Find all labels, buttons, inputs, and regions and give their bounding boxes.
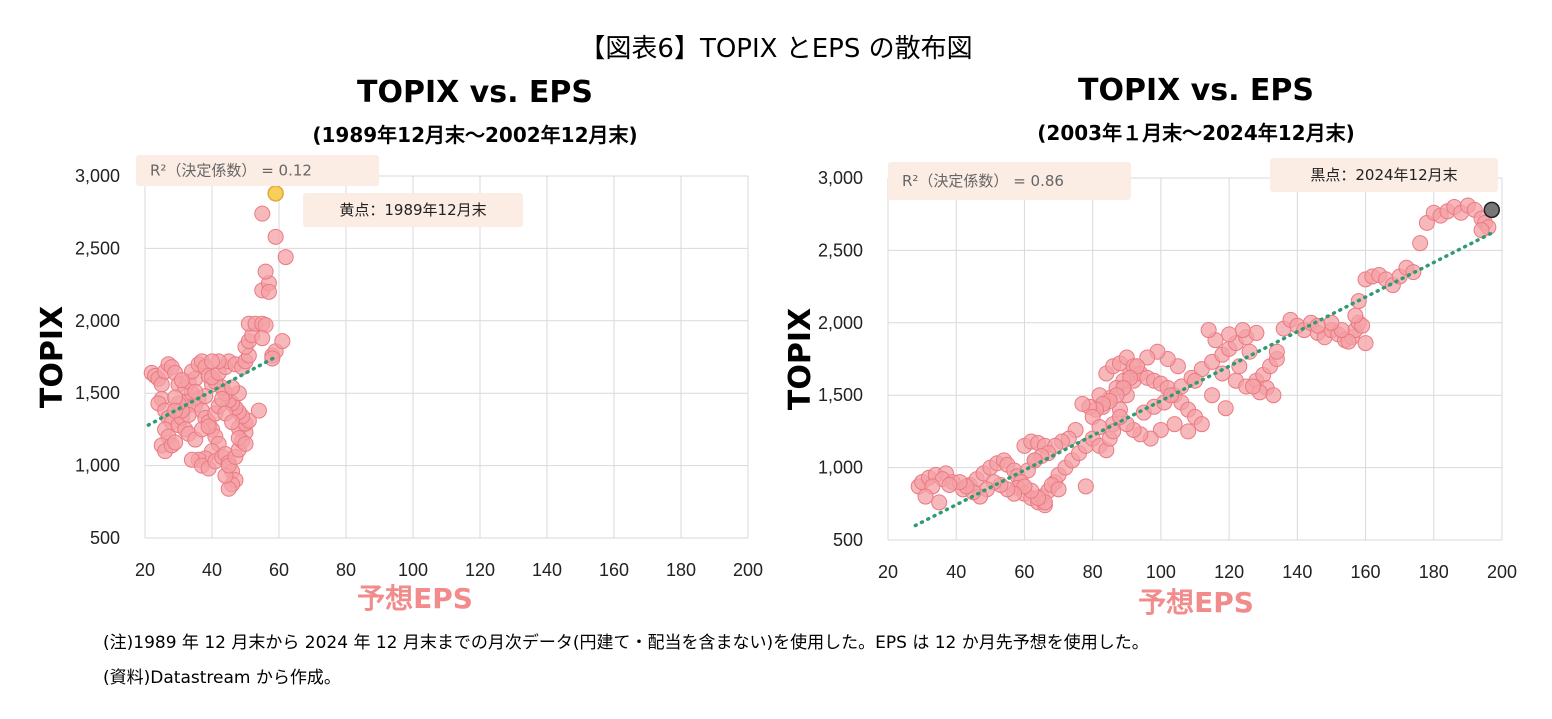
y-tick-label: 3,000 — [818, 168, 863, 188]
data-point — [1217, 400, 1234, 417]
chart-title: TOPIX vs. EPS — [1078, 73, 1314, 108]
highlight-label: 黒点：2024年12月末 — [1310, 166, 1457, 184]
data-point — [254, 205, 271, 222]
y-tick-label: 2,000 — [818, 313, 863, 333]
data-point — [1193, 416, 1210, 433]
data-point — [260, 283, 277, 300]
data-point — [1074, 395, 1091, 412]
y-tick-label: 2,500 — [818, 240, 863, 260]
footnote-source: (資料)Datastream から作成。 — [103, 668, 341, 688]
data-point — [1234, 322, 1251, 339]
chart-subtitle: (1989年12月末～2002年12月末) — [312, 123, 637, 147]
x-tick-label: 60 — [1014, 562, 1034, 582]
highlight-callout-box — [1270, 158, 1498, 192]
data-point — [257, 263, 274, 280]
x-tick-label: 120 — [1214, 562, 1244, 582]
data-point — [1180, 423, 1197, 440]
chart-title: TOPIX vs. EPS — [357, 75, 593, 110]
data-point — [1111, 408, 1128, 425]
highlight-callout-box — [303, 193, 523, 227]
x-tick-label: 180 — [1419, 562, 1449, 582]
y-tick-label: 500 — [90, 528, 120, 548]
data-point — [1091, 419, 1108, 436]
data-point — [1412, 235, 1429, 252]
x-tick-label: 80 — [336, 560, 356, 580]
y-tick-label: 1,500 — [75, 383, 120, 403]
x-tick-label: 40 — [202, 560, 222, 580]
data-point — [1357, 335, 1374, 352]
chart-subtitle: (2003年１月末～2024年12月末) — [1037, 121, 1354, 145]
data-point — [1244, 378, 1261, 395]
x-tick-label: 100 — [398, 560, 428, 580]
data-point — [1347, 307, 1364, 324]
x-tick-label: 40 — [946, 562, 966, 582]
footnote-note: (注)1989 年 12 月末から 2024 年 12 月末までの月次データ(円… — [103, 633, 1149, 653]
x-tick-label: 20 — [878, 562, 898, 582]
trendline — [913, 231, 1494, 528]
r2-callout-box — [136, 155, 379, 186]
r2-label: R²（決定係数） = 0.12 — [150, 162, 312, 180]
x-tick-label: 120 — [465, 560, 495, 580]
y-tick-label: 2,000 — [75, 311, 120, 331]
highlight-label: 黄点：1989年12月末 — [339, 201, 486, 219]
data-point — [1166, 416, 1183, 433]
data-point — [1221, 326, 1238, 343]
x-tick-label: 200 — [1487, 562, 1517, 582]
data-point — [277, 249, 294, 266]
x-axis-label: 予想EPS — [1138, 586, 1254, 619]
data-point — [1077, 478, 1094, 495]
r2-callout-box — [888, 162, 1131, 200]
data-point — [224, 414, 241, 431]
x-tick-label: 180 — [666, 560, 696, 580]
data-point — [1139, 349, 1156, 366]
r2-label: R²（決定係数） = 0.86 — [902, 172, 1064, 190]
scatter-chart-left: TOPIX vs. EPS (1989年12月末～2002年12月末) 20 40 60… — [35, 75, 763, 615]
x-tick-label: 60 — [269, 560, 289, 580]
x-tick-label: 80 — [1083, 562, 1103, 582]
trendline — [146, 355, 278, 427]
y-tick-label: 500 — [833, 530, 863, 550]
y-tick-label: 1,000 — [75, 456, 120, 476]
scatter-chart-right: TOPIX vs. EPS (2003年１月末～2024年12月末) 20 40 60 8… — [783, 73, 1517, 619]
data-point — [931, 494, 948, 511]
data-point — [250, 402, 267, 419]
x-tick-label: 160 — [1351, 562, 1381, 582]
data-point — [1204, 387, 1221, 404]
data-point — [200, 418, 217, 435]
data-point — [187, 383, 204, 400]
x-axis-label: 予想EPS — [357, 582, 473, 615]
data-point — [1050, 481, 1067, 498]
data-point — [1473, 222, 1490, 239]
data-point — [1265, 387, 1282, 404]
y-tick-label: 3,000 — [75, 166, 120, 186]
data-point — [274, 333, 291, 350]
data-point — [1241, 343, 1258, 360]
x-tick-label: 160 — [599, 560, 629, 580]
figure-title: 【図表6】TOPIX とEPS の散布図 — [579, 34, 973, 64]
x-tick-label: 100 — [1146, 562, 1176, 582]
y-axis-label: TOPIX — [35, 306, 70, 408]
y-tick-label: 1,500 — [818, 385, 863, 405]
y-tick-label: 1,000 — [818, 458, 863, 478]
data-point — [204, 353, 220, 370]
y-tick-label: 2,500 — [75, 238, 120, 258]
data-point — [167, 434, 184, 451]
data-point — [237, 435, 254, 452]
data-point — [1152, 421, 1169, 438]
x-tick-label: 140 — [1282, 562, 1312, 582]
x-tick-label: 200 — [733, 560, 763, 580]
data-point — [1026, 452, 1043, 469]
x-tick-label: 140 — [532, 560, 562, 580]
data-point — [1248, 324, 1265, 341]
data-point — [173, 372, 190, 389]
data-point — [941, 476, 958, 493]
data-point — [1200, 322, 1217, 339]
data-point — [254, 330, 271, 347]
data-point — [917, 488, 934, 505]
y-axis-label: TOPIX — [783, 308, 818, 410]
data-point — [267, 228, 284, 245]
x-tick-label: 20 — [135, 560, 155, 580]
data-point — [1268, 343, 1285, 360]
highlight-point — [1483, 201, 1501, 219]
